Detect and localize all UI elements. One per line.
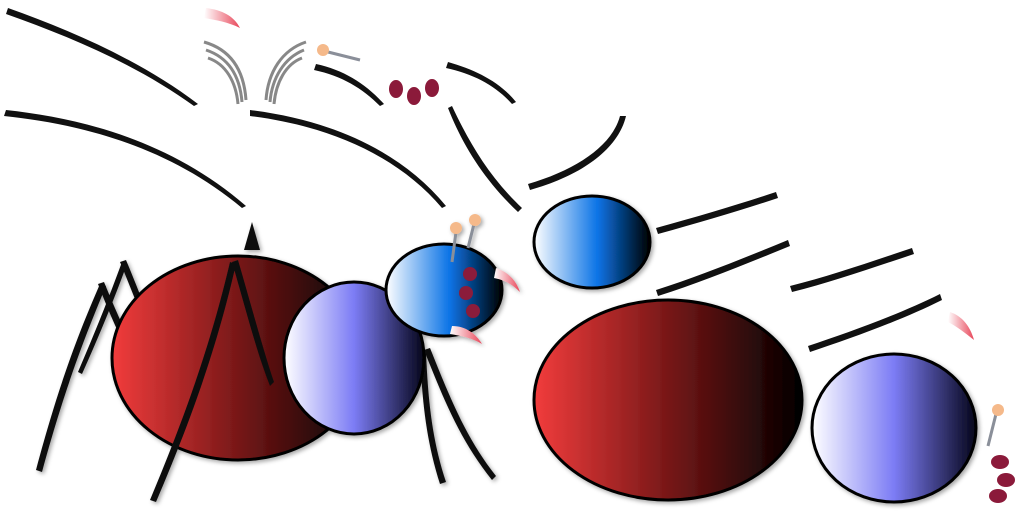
ant-brush-strokes: [4, 8, 446, 208]
ant-antenna-stalk-1: [450, 231, 458, 263]
loose-leg-5: [656, 240, 790, 296]
eye-c: [425, 79, 439, 97]
part-thorax: [810, 352, 978, 504]
ant-antenna-tip-1: [450, 222, 462, 234]
ant-head-group: [384, 214, 520, 344]
ant-antenna-tip-2: [469, 214, 481, 226]
part-eyes-right: [989, 455, 1015, 503]
eye-f: [989, 489, 1007, 503]
arch-3: [207, 56, 240, 105]
part-mandible-right: [948, 312, 974, 340]
eye-e: [997, 473, 1015, 487]
part-antenna-single: [317, 44, 361, 62]
antenna-tip: [317, 44, 329, 56]
ant-figure: [36, 214, 520, 502]
ant-eye-3: [466, 304, 480, 318]
part-antenna-right: [986, 404, 1004, 447]
arch-1: [203, 40, 248, 101]
loose-leg-3: [528, 116, 626, 190]
stroke-3: [250, 110, 446, 208]
part-antenna-arches: [203, 40, 307, 105]
ant-thorax: [282, 280, 426, 436]
loose-leg-1: [446, 62, 516, 104]
part-mandible-top: [204, 8, 240, 28]
eye-d: [991, 455, 1009, 469]
leg-front-3: [424, 348, 496, 480]
arch-6: [272, 56, 303, 105]
spine-back: [244, 222, 260, 250]
ant-head: [384, 242, 504, 338]
loose-leg-4: [656, 192, 778, 234]
stroke-4: [314, 64, 384, 106]
eye-a: [389, 80, 403, 98]
arch-2: [205, 48, 244, 103]
ant-antenna-stalk-2: [466, 223, 476, 249]
leg-back-1: [78, 262, 127, 374]
stroke-1: [4, 110, 246, 208]
antenna-right-stalk: [986, 413, 998, 447]
arch-4: [264, 40, 307, 101]
ant-parts-exploded: [203, 8, 1015, 504]
loose-leg-2: [448, 106, 522, 212]
part-eyes-top: [389, 79, 439, 105]
antenna-stalk: [327, 50, 361, 62]
leg-back-2: [36, 284, 106, 472]
part-head: [532, 194, 652, 290]
ant-eye-2: [459, 286, 473, 300]
ant-mandible-upper: [494, 268, 520, 292]
leg-front-4: [420, 352, 446, 484]
part-abdomen: [532, 298, 804, 502]
ant-mandible-lower: [450, 326, 482, 344]
leg-front-1: [150, 262, 236, 502]
eye-b: [407, 87, 421, 105]
antenna-right-tip: [992, 404, 1004, 416]
stroke-2: [6, 8, 198, 106]
arch-5: [268, 48, 305, 103]
loose-leg-6: [790, 248, 914, 292]
leg-front-2: [232, 260, 274, 386]
loose-leg-7: [808, 294, 942, 352]
part-legs-loose: [446, 62, 942, 352]
ant-eye-1: [463, 267, 477, 281]
